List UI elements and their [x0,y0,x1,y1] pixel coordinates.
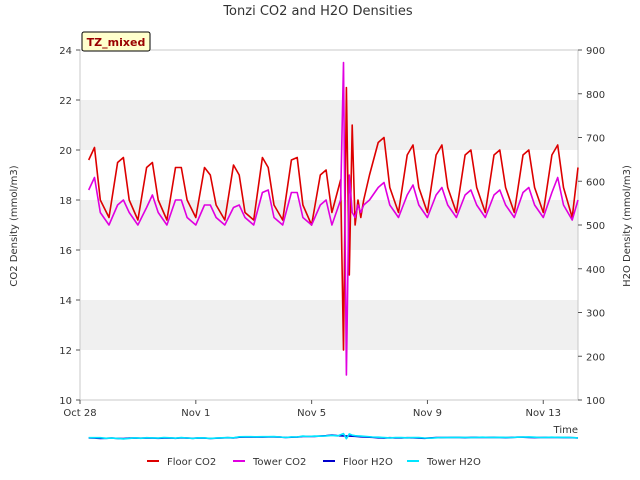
y-left-tick-label: 10 [59,396,72,407]
series-line-4 [88,432,579,440]
y-left-tick-label: 20 [59,146,72,157]
site-badge-text: TZ_mixed [87,36,146,49]
y-right-tick-label: 600 [586,177,605,188]
legend-label: Floor H2O [343,457,393,468]
site-badge-box [81,31,151,52]
x-tick-label: Nov 1 [181,408,210,419]
x-tick-label: Nov 13 [526,408,561,419]
series-line-2 [87,61,579,376]
y-left-tick-label: 24 [59,46,72,57]
grid-band [80,300,578,350]
y-right-tick-label: 500 [586,221,605,232]
site-badge: TZ_mixed [81,31,151,52]
legend-label: Tower CO2 [252,457,306,468]
y-axis-left: 10 12 14 16 18 20 22 24 [59,46,80,407]
y-axis-left-label: CO2 Density (mmol/m3) [9,165,20,286]
y-right-tick-label: 100 [586,396,605,407]
x-tick-label: Oct 28 [63,408,96,419]
y-left-tick-label: 12 [59,346,72,357]
grid-band [80,200,578,250]
y-right-tick-label: 400 [586,265,605,276]
y-left-tick-label: 18 [59,196,72,207]
y-axis-right: 100 200 300 400 500 600 700 800 900 [578,46,605,407]
y-left-tick-label: 14 [59,296,72,307]
y-left-tick-label: 22 [59,96,72,107]
x-tick-label: Nov 9 [413,408,442,419]
legend: Floor CO2 Tower CO2 Floor H2O Tower H2O [147,457,481,468]
grid-band [80,100,578,150]
x-axis: Oct 28 Nov 1 Nov 5 Nov 9 Nov 13 [63,400,561,419]
legend-label: Tower H2O [426,457,481,468]
x-tick-label: Nov 5 [297,408,326,419]
y-right-tick-label: 200 [586,352,605,363]
y-right-tick-label: 900 [586,46,605,57]
y-axis-right-label: H2O Density (mmol/m3) [622,165,633,287]
y-left-tick-label: 16 [59,246,72,257]
legend-label: Floor CO2 [167,457,216,468]
chart-title: Tonzi CO2 and H2O Densities [222,4,413,19]
y-right-tick-label: 800 [586,90,605,101]
y-right-tick-label: 700 [586,134,605,145]
y-right-tick-label: 300 [586,309,605,320]
x-axis-label: Time [553,425,578,436]
background-bands [80,100,578,350]
series-layer [87,61,579,440]
